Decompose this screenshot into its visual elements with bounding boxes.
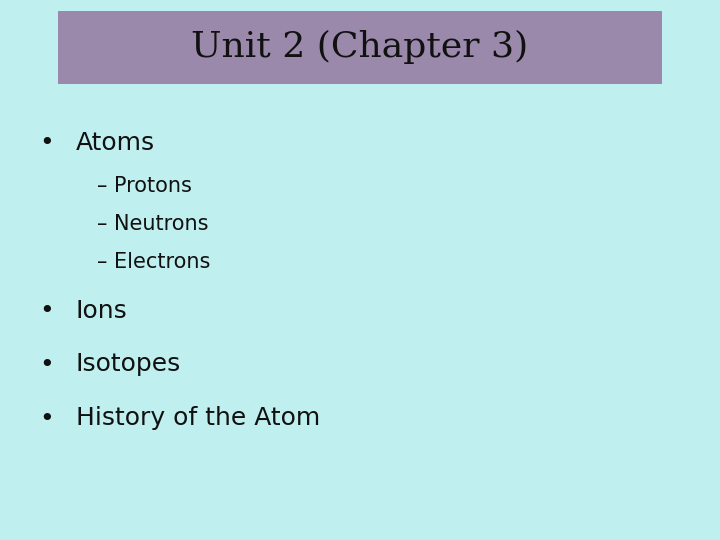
Text: History of the Atom: History of the Atom: [76, 407, 320, 430]
Text: •: •: [40, 131, 54, 155]
Text: Isotopes: Isotopes: [76, 353, 181, 376]
Text: •: •: [40, 407, 54, 430]
Text: •: •: [40, 299, 54, 322]
Text: – Neutrons: – Neutrons: [97, 214, 209, 234]
FancyBboxPatch shape: [58, 11, 662, 84]
Text: – Protons: – Protons: [97, 176, 192, 197]
Text: Ions: Ions: [76, 299, 127, 322]
Text: •: •: [40, 353, 54, 376]
Text: – Electrons: – Electrons: [97, 252, 210, 272]
Text: Atoms: Atoms: [76, 131, 155, 155]
Text: Unit 2 (Chapter 3): Unit 2 (Chapter 3): [192, 30, 528, 64]
